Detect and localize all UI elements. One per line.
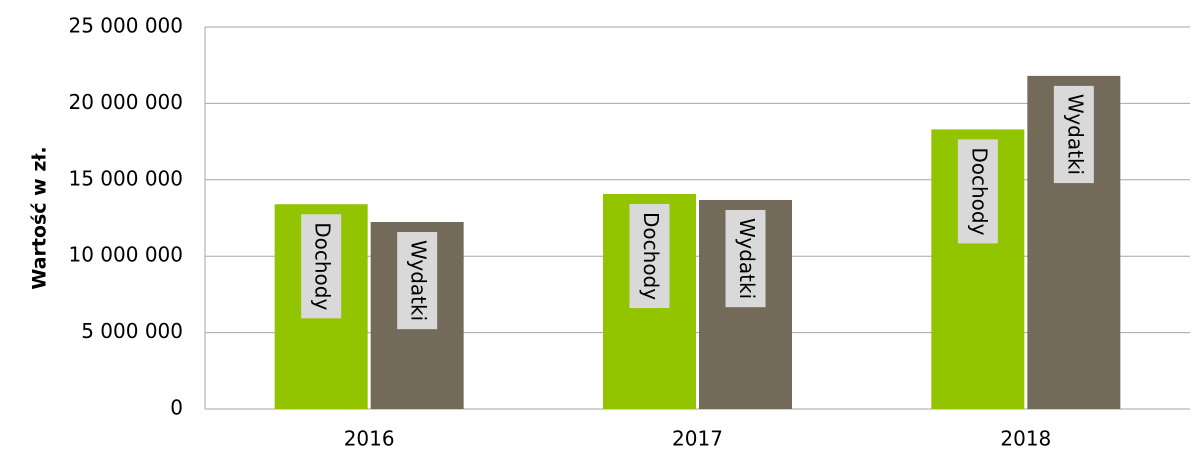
y-tick-label: 20 000 000 (68, 90, 183, 114)
bar-label-text: Dochody (311, 222, 335, 310)
x-tick-label: 2018 (1000, 427, 1051, 451)
bar-label-box (1053, 85, 1094, 184)
bar-label: Dochody (629, 204, 670, 309)
y-tick-label: 10 000 000 (68, 243, 183, 267)
bar-label-text: Wydatki (1063, 94, 1087, 175)
bar-label-text: Dochody (639, 212, 663, 300)
x-tick-label: 2017 (672, 427, 723, 451)
bar-label-box (725, 209, 766, 308)
bar-label: Wydatki (725, 209, 766, 308)
bar-label-text: Wydatki (735, 218, 759, 299)
y-tick-label: 5 000 000 (81, 319, 183, 343)
bar-label: Wydatki (397, 231, 438, 330)
bar-label: Wydatki (1053, 85, 1094, 184)
bar-label-box (957, 139, 998, 244)
y-tick-label: 25 000 000 (68, 14, 183, 38)
y-tick-label: 0 (170, 396, 183, 420)
y-axis-title: Wartość w zł. (29, 146, 51, 289)
bar-label: Dochody (301, 214, 342, 319)
bar-label-box (301, 214, 342, 319)
y-tick-label: 15 000 000 (68, 166, 183, 190)
bar-label: Dochody (957, 139, 998, 244)
bar-label-box (629, 204, 670, 309)
x-tick-label: 2016 (344, 427, 395, 451)
bar-label-text: Wydatki (407, 240, 431, 321)
bar-label-box (397, 231, 438, 330)
bar-label-text: Dochody (967, 147, 991, 235)
